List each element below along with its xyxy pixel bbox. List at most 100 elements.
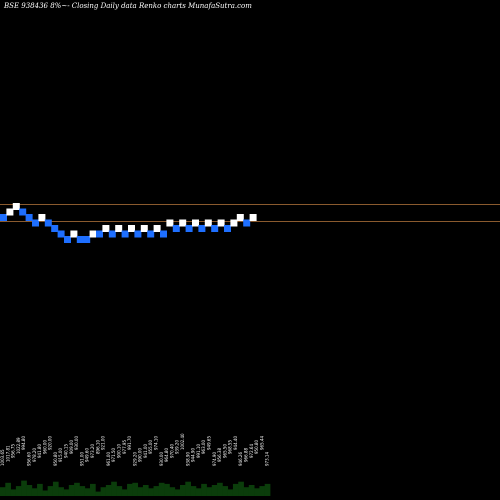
volume-label: 909.00 [69,440,74,454]
volume-label: 939.20 [175,440,180,454]
renko-brick-up [102,225,110,232]
renko-brick-down [57,230,65,238]
volume-bar [52,481,59,496]
volume-label: 956.60 [27,452,32,466]
volume-label: 921.00 [101,436,106,450]
volume-label: 900.10 [117,444,122,458]
volume-bar [63,489,70,496]
volume-label: 915.00 [58,448,63,462]
renko-brick-down [224,225,231,232]
volume-label: 949.60 [85,448,90,462]
volume-label: 896.10 [95,440,100,454]
volume-bar [58,487,64,496]
volume-bar [217,482,223,496]
volume-label: 966.88 [244,448,249,462]
volume-label: 938.90 [185,452,190,466]
renko-brick-down [32,219,39,227]
volume-label: 1017.81 [5,445,10,462]
volume-label: 920.00 [48,436,53,450]
renko-brick-down [25,214,33,221]
volume-bar [227,489,234,496]
volume-label: 974.90 [212,452,217,466]
volume-label: 956.38 [217,448,222,462]
volume-bar [180,485,186,496]
volume-label: 994.80 [21,436,26,450]
volume-label: 965.50 [222,444,227,458]
volume-bar [111,481,117,496]
volume-bar [84,488,91,496]
renko-brick-down [51,225,59,232]
renko-brick-up [89,230,97,238]
renko-brick-down [83,236,91,243]
renko-brick-up [236,214,244,221]
volume-bar [31,488,38,496]
volume-bar [74,482,80,496]
volume-bar [243,487,250,496]
volume-label: 970.40 [169,444,174,458]
volume-bar [211,485,218,496]
renko-brick-down [0,214,7,221]
renko-brick-up [153,225,161,232]
volume-label: 929.20 [132,452,137,466]
volume-label: 968.55 [228,440,233,454]
renko-brick-up [140,225,148,232]
volume-bar [164,483,170,496]
volume-label: 960.00 [42,440,47,454]
volume-bar [21,480,27,496]
volume-bar [5,482,11,496]
volume-label: 941.00 [143,444,148,458]
volume-bar [68,485,75,496]
renko-brick-up [6,208,14,216]
volume-label: 944.90 [191,448,196,462]
volume-label: 978.20 [32,448,37,462]
renko-brick-down [44,219,52,227]
renko-brick-up [166,219,174,227]
volume-bar [174,489,181,496]
renko-brick-down [147,230,155,238]
volume-bar [238,481,244,496]
volume-bar [37,483,43,496]
volume-bar [116,486,123,496]
volume-bar [137,487,144,496]
volume-label: 940.15 [64,444,69,458]
volume-bar [185,481,191,496]
renko-brick-down [121,230,129,238]
renko-brick-up [128,225,135,232]
volume-bar [190,486,197,496]
volume-bar [79,486,86,496]
renko-brick-down [96,230,103,238]
volume-bar [222,486,229,496]
volume-bar [47,486,54,496]
volume-bar [254,488,260,496]
volume-bar [232,483,239,496]
renko-brick-down [172,225,180,232]
volume-area [0,480,271,496]
volume-label: 949.65 [207,436,212,450]
volume-label: 930.00 [159,452,164,466]
volume-label: 944.40 [233,436,238,450]
volume-bar [95,491,101,496]
volume-label: 973.14 [265,452,270,466]
chart-title: BSE 938436 8%~- Closing Daily data Renko… [4,2,252,10]
renko-brick-up [179,219,187,227]
volume-bar [259,486,266,496]
renko-bricks [0,203,257,243]
volume-bar [90,483,96,496]
renko-brick-up [192,219,199,227]
volume-label: 956.75 [11,444,16,458]
volume-bar [10,489,17,496]
volume-label: 930.00 [74,436,79,450]
volume-label: 965.44 [259,436,264,450]
volume-label: 973.20 [90,444,95,458]
renko-brick-down [134,230,142,238]
volume-label: 1022.89 [16,437,21,454]
renko-brick-up [204,219,212,227]
volume-bar [158,482,165,496]
volume-bar [26,485,33,496]
volume-label: 1002.40 [180,433,185,450]
volume-bar [142,485,149,496]
volume-label: 950.80 [53,452,58,466]
renko-brick-up [249,214,257,221]
volume-bar [195,488,202,496]
